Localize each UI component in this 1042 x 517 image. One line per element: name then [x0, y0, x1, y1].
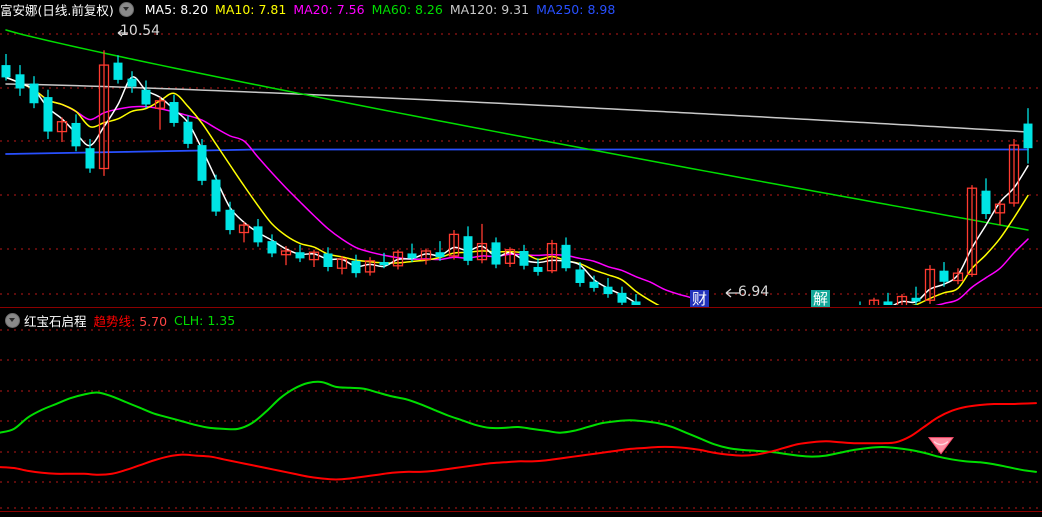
indicator-legend-bar: 红宝石启程 趋势线: 5.70 CLH: 1.35: [0, 311, 235, 330]
ma-legend-ma5: MA5: 8.20: [144, 2, 209, 17]
candlestick: [504, 247, 516, 267]
indicator-readout: CLH: 1.35: [174, 313, 236, 328]
ma-legend-ma20: MA20: 7.56: [293, 2, 365, 17]
candlestick: [197, 138, 207, 186]
candlestick: [364, 257, 376, 276]
candlestick: [994, 200, 1006, 226]
candlestick: [225, 201, 235, 235]
indicator-name: 红宝石启程: [24, 314, 87, 329]
candlestick: [127, 71, 137, 93]
panel-divider: [0, 307, 1042, 308]
candlestick: [169, 94, 179, 127]
candlestick: [1023, 108, 1033, 164]
candlestick: [420, 248, 432, 265]
chevron-down-icon[interactable]: [118, 2, 134, 17]
ma-legend-ma120: MA120: 9.31: [449, 2, 530, 17]
low-price-label: 6.94: [738, 284, 770, 300]
candlestick: [295, 244, 305, 263]
candlestick: [448, 230, 460, 260]
candlestick: [43, 89, 53, 139]
candlestick: [911, 286, 921, 305]
main-legend-bar: 富安娜(日线.前复权) MA5: 8.20 MA10: 7.81 MA20: 7.5…: [0, 0, 615, 19]
candlestick: [407, 243, 417, 263]
candlestick: [603, 278, 613, 298]
candlestick: [392, 249, 404, 270]
indicator-panel: [0, 308, 1042, 517]
candlestick: [868, 297, 880, 305]
candlestick: [15, 65, 25, 96]
candlestick: [98, 50, 110, 176]
candlestick: [589, 275, 599, 292]
candlestick: [491, 237, 501, 269]
candlestick: [631, 294, 641, 305]
candlestick: [308, 249, 320, 267]
chevron-down-icon[interactable]: [5, 313, 20, 328]
indicator-chart-canvas[interactable]: [0, 308, 1042, 517]
ma-legend-ma60: MA60: 8.26: [371, 2, 443, 17]
candlestick: [238, 222, 250, 243]
candlestick: [981, 178, 991, 219]
candlestick: [476, 223, 488, 264]
candlestick: [859, 301, 861, 305]
candlestick: [280, 246, 292, 266]
watermark-glyph-2: 解: [811, 290, 831, 309]
ma-legend-ma10: MA10: 7.81: [215, 2, 287, 17]
candlestick: [952, 268, 964, 285]
candlestick: [883, 292, 893, 305]
candlestick: [253, 218, 263, 247]
high-price-label: 10.54: [120, 23, 161, 39]
indicator-series: [0, 380, 1037, 473]
candlestick: [56, 117, 68, 143]
candlestick: [435, 241, 445, 261]
candlestick: [336, 255, 348, 275]
bottom-divider: [0, 511, 1042, 512]
candlestick: [617, 286, 627, 305]
instrument-title: 富安娜(日线.前复权): [0, 3, 114, 18]
indicator-readout: 趋势线: 5.70: [93, 314, 168, 329]
candlestick: [71, 114, 81, 152]
ruby-gem-marker[interactable]: [928, 437, 954, 455]
ma-legend-ma250: MA250: 8.98: [536, 2, 616, 17]
watermark-glyph-1: 财: [690, 290, 710, 309]
candlestick: [1, 54, 11, 81]
candlestick: [939, 262, 949, 287]
candlestick: [546, 239, 558, 274]
candlestick: [519, 244, 529, 270]
candlestick: [896, 294, 908, 305]
candlestick: [85, 138, 95, 173]
candlestick: [29, 76, 39, 109]
candlestick: [924, 265, 936, 304]
candlestick: [966, 185, 978, 277]
candlestick: [379, 252, 389, 269]
indicator-series: [0, 402, 1037, 481]
candlestick: [154, 97, 166, 130]
candlestick: [351, 254, 361, 278]
candlestick: [463, 226, 473, 266]
candlestick: [141, 80, 151, 109]
candlestick: [211, 174, 221, 216]
candlestick: [561, 237, 571, 272]
candlestick: [533, 258, 543, 276]
candlestick: [1008, 138, 1020, 207]
candlestick: [183, 115, 193, 149]
candlestick: [267, 234, 277, 258]
candlestick: [113, 55, 123, 84]
candlestick: [575, 262, 585, 287]
candlestick: [323, 247, 333, 272]
price-panel: [0, 0, 1042, 305]
price-chart-canvas[interactable]: [0, 0, 1042, 305]
